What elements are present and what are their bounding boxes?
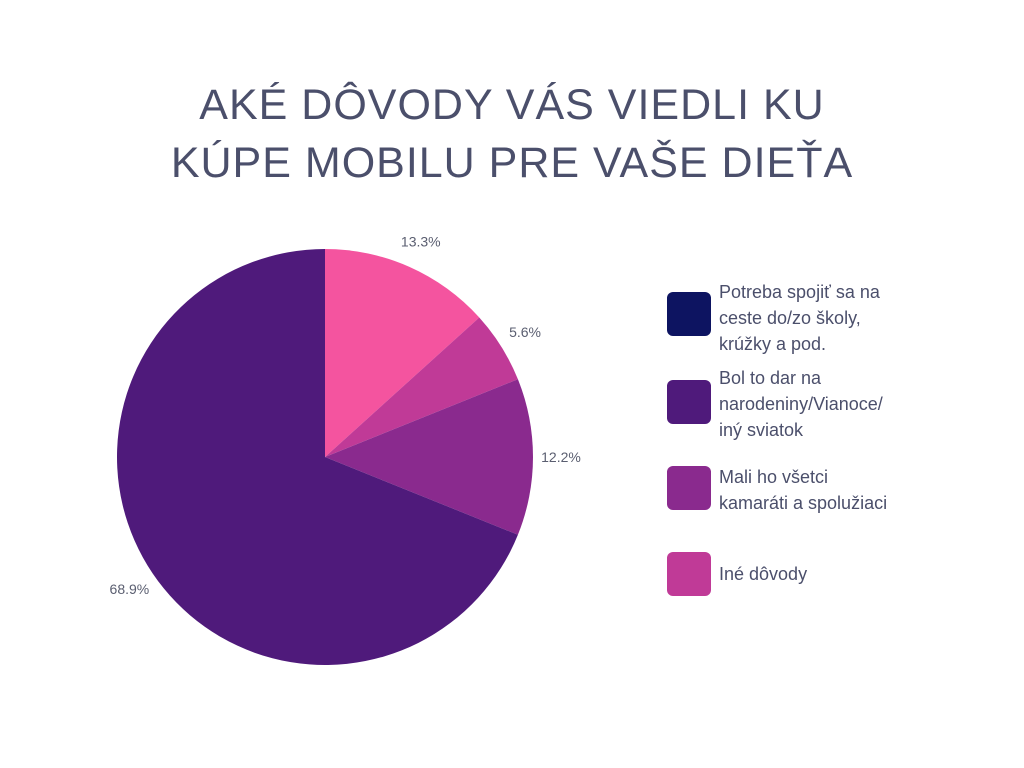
legend-item-2: Bol to dar na narodeniny/Vianoce/ iný sv… [667,368,939,443]
slice-label: 5.6% [509,324,541,340]
legend-label: Potreba spojiť sa na ceste do/zo školy, … [719,282,880,354]
legend-swatch [667,292,711,336]
legend-item-4: Iné dôvody [667,552,939,596]
legend-label: Bol to dar na narodeniny/Vianoce/ iný sv… [719,368,883,440]
legend-swatch [667,552,711,596]
legend-swatch [667,466,711,510]
pie-slice [325,379,533,535]
chart-title-line-1: AKÉ DÔVODY VÁS VIEDLI KU [199,81,825,129]
pie-slice [117,249,518,665]
legend-label: Iné dôvody [719,564,808,584]
chart-title-line-2: KÚPE MOBILU PRE VAŠE DIEŤA [170,139,854,187]
pie-slice [325,317,518,457]
chart-title: AKÉ DÔVODY VÁS VIEDLI KU KÚPE MOBILU PRE… [0,76,1024,192]
legend-item-3: Mali ho všetci kamaráti a spolužiaci [667,466,939,516]
slice-label: 68.9% [110,581,150,597]
pie-slice [325,249,480,457]
slice-label: 12.2% [541,449,581,465]
slice-label: 13.3% [401,233,441,249]
legend-label: Mali ho všetci kamaráti a spolužiaci [719,467,888,513]
legend-item-1: Potreba spojiť sa na ceste do/zo školy, … [667,282,939,357]
legend-swatch [667,380,711,424]
